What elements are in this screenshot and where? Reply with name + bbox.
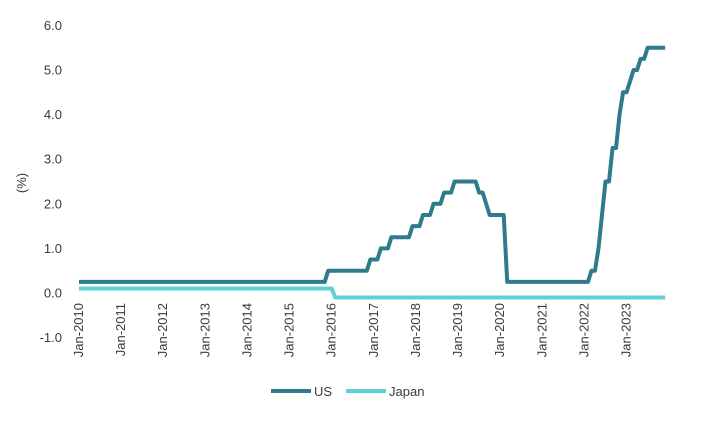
x-tick-label: Jan-2013 xyxy=(197,303,212,357)
x-tick-label: Jan-2018 xyxy=(408,303,423,357)
x-tick-label: Jan-2016 xyxy=(324,303,339,357)
x-axis-tick-labels: Jan-2010 Jan-2011 Jan-2012 Jan-2013 Jan-2014… xyxy=(71,303,634,357)
y-tick-label: 2.0 xyxy=(44,196,62,211)
x-tick-label: Jan-2010 xyxy=(71,303,86,357)
x-tick-label: Jan-2023 xyxy=(619,303,634,357)
legend-label-us: US xyxy=(314,384,332,399)
x-tick-label: Jan-2017 xyxy=(366,303,381,357)
series-line-us xyxy=(79,45,666,284)
y-tick-label: 3.0 xyxy=(44,152,62,167)
series-line-japan xyxy=(79,286,666,300)
x-tick-label: Jan-2019 xyxy=(450,303,465,357)
x-tick-label: Jan-2012 xyxy=(155,303,170,357)
y-tick-label: 6.0 xyxy=(44,18,62,33)
y-axis-tick-labels: 6.0 5.0 4.0 3.0 2.0 1.0 0.0 -1.0 xyxy=(40,18,62,345)
legend: US Japan xyxy=(271,384,424,399)
series-lines xyxy=(79,45,666,300)
x-tick-label: Jan-2011 xyxy=(113,303,128,356)
y-axis-title: (%) xyxy=(14,173,29,193)
y-tick-label: 1.0 xyxy=(44,241,62,256)
x-tick-label: Jan-2021 xyxy=(534,303,549,357)
x-tick-label: Jan-2015 xyxy=(282,303,297,357)
x-tick-label: Jan-2020 xyxy=(492,303,507,357)
y-tick-label: 0.0 xyxy=(44,286,62,301)
x-tick-label: Jan-2014 xyxy=(239,303,254,357)
y-tick-label: 4.0 xyxy=(44,107,62,122)
legend-label-japan: Japan xyxy=(389,384,424,399)
x-tick-label: Jan-2022 xyxy=(576,303,591,357)
y-tick-label: -1.0 xyxy=(40,330,62,345)
y-tick-label: 5.0 xyxy=(44,63,62,78)
